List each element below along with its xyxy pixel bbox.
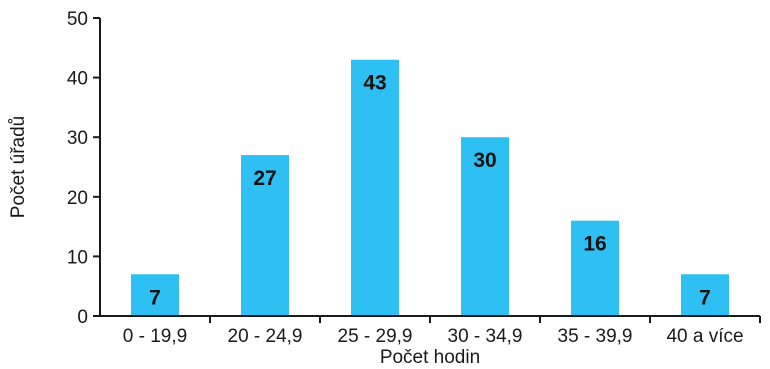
y-axis-ticks: 0 10 20 30 40 50	[67, 9, 100, 328]
bar-value-label: 16	[583, 233, 606, 256]
bar	[351, 59, 399, 316]
x-tick-label: 20 - 24,9	[228, 326, 303, 347]
y-tick-label: 50	[67, 9, 88, 30]
x-axis-title: Počet hodin	[380, 347, 480, 368]
bar-value-label: 7	[699, 286, 711, 309]
bar	[461, 137, 509, 316]
x-tick-label: 25 - 29,9	[338, 326, 413, 347]
x-tick-label: 0 - 19,9	[123, 326, 187, 347]
x-tick-label: 30 - 34,9	[448, 326, 523, 347]
bar	[681, 274, 729, 316]
bar-value-label: 43	[363, 72, 386, 95]
bars: 7 27 43 30 16 7	[131, 59, 729, 316]
bar	[241, 155, 289, 316]
bar-value-label: 7	[149, 286, 161, 309]
y-tick-label: 10	[67, 247, 88, 268]
y-axis-title: Počet úřadů	[8, 116, 29, 218]
y-tick-label: 40	[67, 69, 88, 90]
y-tick-label: 20	[67, 188, 88, 209]
bar	[131, 274, 179, 316]
bar-value-label: 27	[253, 167, 276, 190]
x-tick-label: 40 a více	[666, 326, 743, 347]
bar	[571, 220, 619, 316]
y-tick-label: 30	[67, 128, 88, 149]
bar-value-label: 30	[473, 149, 496, 172]
y-tick-label: 0	[77, 307, 88, 328]
x-tick-label: 35 - 39,9	[558, 326, 633, 347]
x-axis-ticks: 0 - 19,9 20 - 24,9 25 - 29,9 30 - 34,9 35 - …	[123, 316, 761, 347]
